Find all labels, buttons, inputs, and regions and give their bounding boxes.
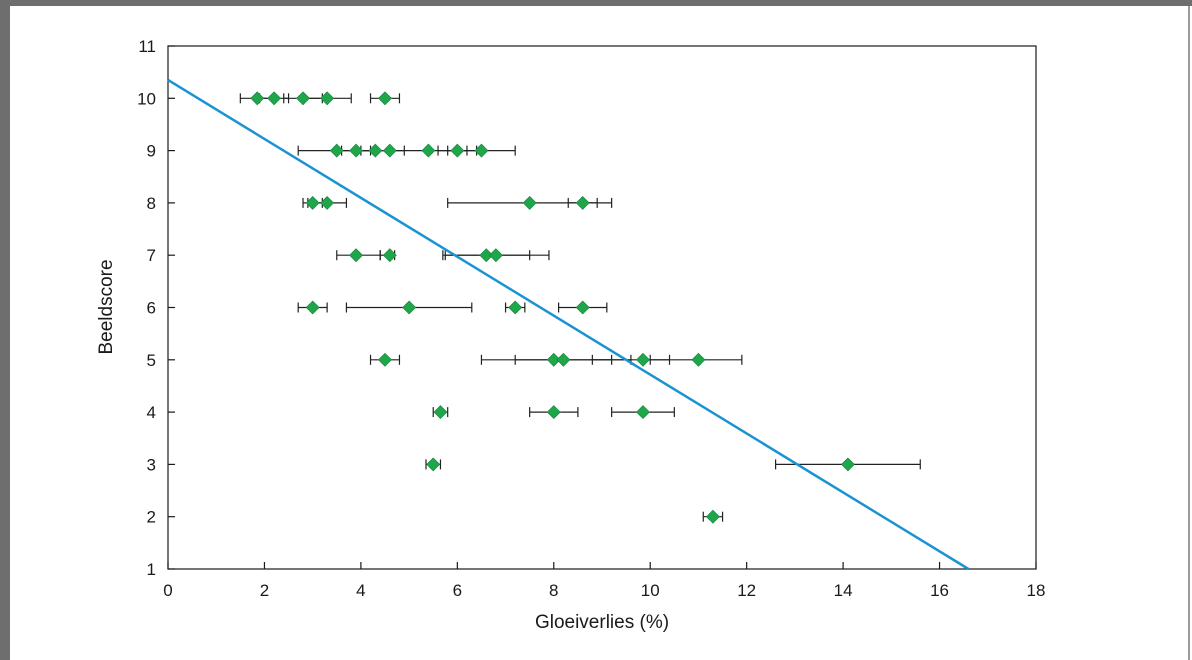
data-point: [479, 248, 494, 263]
y-tick-label: 7: [147, 246, 156, 265]
data-point: [267, 91, 282, 106]
trendline: [167, 78, 970, 571]
data-point: [488, 248, 503, 263]
data-point: [433, 405, 448, 420]
x-axis-title: Gloeiverlies (%): [535, 612, 669, 633]
data-point: [382, 248, 397, 263]
data-point: [508, 300, 523, 315]
x-tick-label: 10: [641, 581, 660, 600]
data-point: [450, 143, 465, 158]
x-tick-label: 4: [356, 581, 365, 600]
data-point: [382, 143, 397, 158]
data-point: [402, 300, 417, 315]
data-point: [522, 195, 537, 210]
data-point: [636, 405, 650, 420]
data-point: [349, 248, 363, 263]
frame-left-border: [0, 0, 10, 660]
data-point: [349, 143, 363, 158]
frame-top-border: [0, 0, 1192, 6]
data-point: [546, 405, 561, 420]
data-point: [575, 300, 590, 315]
data-point: [691, 352, 706, 367]
y-tick-label: 11: [138, 37, 156, 56]
data-point: [320, 195, 335, 210]
x-tick-label: 8: [549, 581, 558, 600]
y-tick-label: 4: [147, 403, 156, 422]
data-point: [378, 352, 392, 367]
y-tick-label: 2: [147, 508, 156, 527]
y-tick-label: 8: [147, 194, 156, 213]
x-tick-label: 16: [930, 581, 949, 600]
y-tick-label: 10: [137, 89, 156, 108]
data-point: [305, 195, 320, 210]
y-axis-title: Beeldscore: [96, 259, 117, 354]
y-axis: 1 2 3 4 5 6 7 8 9 10 11: [137, 37, 175, 579]
data-point: [320, 91, 335, 106]
data-point: [250, 91, 265, 106]
data-point: [575, 195, 590, 210]
x-tick-label: 6: [453, 581, 462, 600]
frame-right-border: [1188, 6, 1190, 660]
data-point: [305, 300, 320, 315]
data-point: [368, 143, 383, 158]
data-point: [546, 352, 561, 367]
data-point: [556, 352, 571, 367]
x-tick-label: 14: [834, 581, 853, 600]
data-point: [421, 143, 436, 158]
x-tick-label: 0: [163, 581, 172, 600]
x-axis: 0 2 4 6 8 10 12 14 16 18: [163, 562, 1045, 600]
y-tick-label: 9: [147, 142, 156, 161]
data-point: [378, 91, 392, 106]
y-tick-label: 1: [147, 560, 156, 579]
data-point: [474, 143, 489, 158]
data-points: [250, 91, 855, 524]
x-tick-label: 18: [1027, 581, 1046, 600]
x-tick-label: 12: [737, 581, 756, 600]
data-point: [636, 352, 650, 367]
y-tick-label: 3: [147, 455, 156, 474]
data-point: [841, 457, 855, 472]
data-point: [296, 91, 310, 106]
y-tick-label: 6: [147, 299, 156, 318]
data-point: [705, 509, 720, 524]
data-point: [426, 457, 441, 472]
x-tick-label: 2: [260, 581, 269, 600]
data-point: [329, 143, 344, 158]
y-tick-label: 5: [147, 351, 156, 370]
